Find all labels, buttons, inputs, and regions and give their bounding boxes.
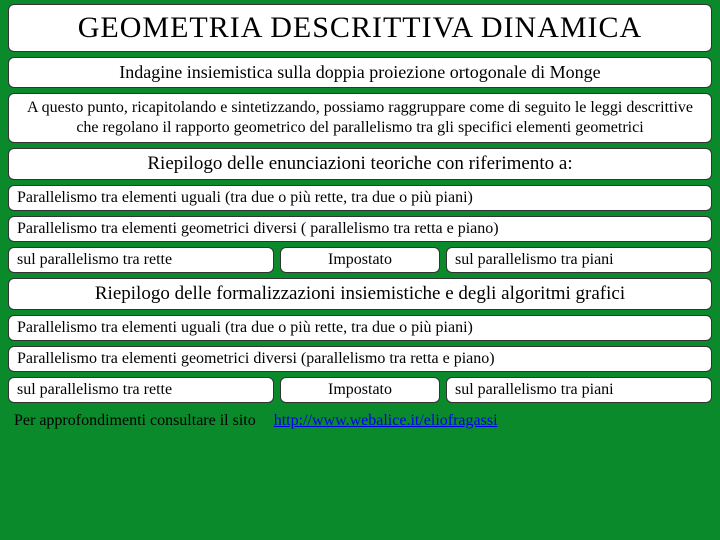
section1-row-center: Impostato	[280, 247, 440, 273]
section2-heading: Riepilogo delle formalizzazioni insiemis…	[8, 278, 712, 310]
subtitle: Indagine insiemistica sulla doppia proie…	[8, 57, 712, 88]
section1-heading: Riepilogo delle enunciazioni teoriche co…	[8, 148, 712, 180]
section2-item1: Parallelismo tra elementi uguali (tra du…	[8, 315, 712, 341]
section1-item1: Parallelismo tra elementi uguali (tra du…	[8, 185, 712, 211]
section1-row-left: sul parallelismo tra rette	[8, 247, 274, 273]
footer-label: Per approfondimenti consultare il sito	[14, 412, 256, 430]
footer: Per approfondimenti consultare il sito h…	[8, 408, 712, 434]
section2-item2: Parallelismo tra elementi geometrici div…	[8, 346, 712, 372]
intro-text: A questo punto, ricapitolando e sintetiz…	[8, 93, 712, 143]
section2-row-center: Impostato	[280, 377, 440, 403]
footer-link[interactable]: http://www.webalice.it/eliofragassi	[274, 412, 498, 430]
slide-container: GEOMETRIA DESCRITTIVA DINAMICA Indagine …	[0, 0, 720, 540]
section1-item2: Parallelismo tra elementi geometrici div…	[8, 216, 712, 242]
section1-row: sul parallelismo tra rette Impostato sul…	[8, 247, 712, 273]
section2-row-right: sul parallelismo tra piani	[446, 377, 712, 403]
main-title: GEOMETRIA DESCRITTIVA DINAMICA	[8, 4, 712, 52]
section2-row: sul parallelismo tra rette Impostato sul…	[8, 377, 712, 403]
section2-row-left: sul parallelismo tra rette	[8, 377, 274, 403]
section1-row-right: sul parallelismo tra piani	[446, 247, 712, 273]
